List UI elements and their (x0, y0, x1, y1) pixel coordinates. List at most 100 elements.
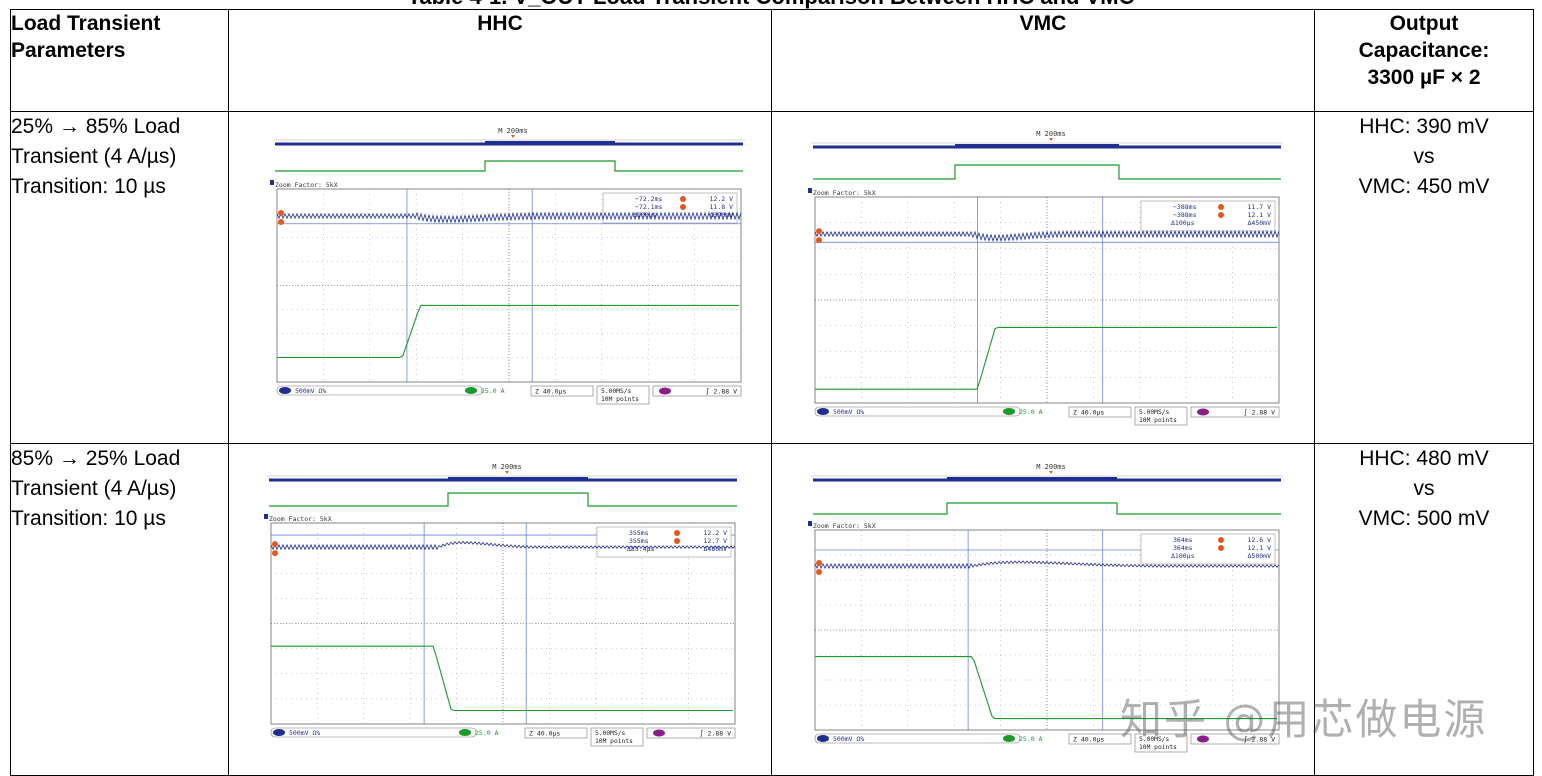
cursor-v1: 12.6 V (1248, 536, 1272, 544)
row1-vmc-cell: M 200ms Zoom Factor: 5kX −388ms −388ms Δ100µ… (771, 111, 1315, 444)
ch1-status (276, 385, 483, 396)
row2-vmc-cell: M 200ms Zoom Factor: 5kX 364ms 364ms Δ100µs 1… (771, 443, 1315, 776)
rate-box (590, 727, 644, 747)
comparison-table: Load Transient Parameters HHC VMC Output… (10, 9, 1534, 776)
cursor-readout (1140, 533, 1276, 565)
record-length: 10M points (1139, 417, 1177, 424)
ch4-scale: 25.0 A (1019, 735, 1043, 743)
ch4-scale: 25.0 A (481, 387, 505, 395)
row2-hhc-result: HHC: 480 mV (1359, 447, 1489, 470)
trigger-box (646, 727, 736, 739)
sample-rate: 5.00MS/s (1139, 736, 1170, 743)
header-cap-line2: Capacitance: (1358, 39, 1490, 62)
cursor-v1: 12.2 V (704, 529, 728, 537)
ch1-level-marker (272, 541, 278, 548)
ch1-badge (279, 387, 291, 394)
cursor-v2: 12.1 V (1248, 211, 1272, 219)
cursor-marker-a (1218, 204, 1224, 210)
rate-box (1134, 406, 1188, 426)
ch1-badge (817, 735, 829, 742)
row1-vs: vs (1413, 145, 1435, 168)
zoom-time-box (530, 385, 594, 397)
header-cap-line1: Output (1389, 12, 1459, 35)
ch4-current-trace (815, 326, 1277, 390)
cursor-v2: 11.8 V (710, 203, 734, 211)
zoom-time: Z 40.0µs (1073, 736, 1104, 744)
cursor-t2: −388ms (1173, 211, 1197, 219)
overview-ch4-trace (813, 502, 1281, 515)
cursor-readout (1140, 200, 1276, 232)
cursor-marker-a (674, 530, 680, 536)
ch1-voltage-trace (276, 211, 742, 224)
ch4-current-trace (815, 656, 1277, 720)
trigger-level: ∫ 2.88 V (1244, 409, 1275, 417)
overview-zoom-window (955, 144, 1119, 148)
header-vmc: VMC (771, 9, 1315, 112)
cursor-readout (596, 526, 732, 558)
ch1-voltage-trace (270, 540, 736, 551)
row2-params: 85% → 25% Load Transient (4 A/µs) Transi… (10, 443, 229, 776)
cursor-t1: 364ms (1173, 536, 1193, 544)
ch1-badge (273, 729, 285, 736)
ch1-scale: 500mV Ω% (833, 735, 864, 743)
trigger-level: ∫ 2.88 V (700, 730, 731, 738)
ch1-scale: 500mV Ω% (295, 387, 326, 395)
trigger-box (1190, 406, 1280, 418)
cursor-dt: Δ85.4µs (627, 545, 654, 553)
ch1-ref-marker (270, 180, 274, 185)
cursor-t1: −72.2ms (635, 195, 662, 203)
row2-hhc-cell: M 200ms Zoom Factor: 5kX 355ms 355ms Δ85.4µs… (228, 443, 772, 776)
timebase-label: M 200ms (1036, 463, 1066, 471)
ch1-level-marker (816, 228, 822, 235)
cursor-marker-b (1218, 545, 1224, 551)
overview-zoom-window (448, 477, 588, 481)
ch4-current-trace (271, 645, 733, 712)
ch1-voltage-trace (814, 229, 1280, 243)
ch1-status (270, 727, 477, 738)
ch1-scale: 500mV Ω% (833, 408, 864, 416)
ch1-ref-marker (808, 521, 812, 526)
header-params-line1: Load Transient (11, 12, 161, 35)
overview-zoom-window (947, 477, 1117, 481)
ch1-level-marker (278, 210, 284, 217)
cursor-marker-b (674, 538, 680, 544)
sample-rate: 5.00MS/s (595, 730, 626, 737)
trigger-marker (505, 471, 509, 474)
ch4-scale: 25.0 A (475, 729, 499, 737)
cursor-t2: −72.1ms (635, 203, 662, 211)
table-row: 25% → 85% Load Transient (4 A/µs) Transi… (10, 111, 1534, 444)
record-length: 10M points (595, 738, 633, 745)
row2-vs: vs (1413, 477, 1435, 500)
zoom-time: Z 40.0µs (1073, 409, 1104, 417)
ch1-ref-marker (264, 514, 268, 519)
zoom-time-box (524, 727, 588, 739)
ch1-level-marker-b (272, 550, 278, 557)
header-params-line2: Parameters (11, 39, 126, 62)
timebase-label: M 200ms (1036, 130, 1066, 138)
row2-param-line3: Transition: 10 µs (11, 507, 166, 530)
row2-result: HHC: 480 mV vs VMC: 500 mV (1314, 443, 1534, 776)
header-params: Load Transient Parameters (10, 9, 229, 112)
cursor-marker-b (1218, 212, 1224, 218)
zoom-factor-label: Zoom Factor: 5kX (269, 515, 332, 523)
cursor-dv: Δ480mV (704, 545, 728, 553)
zoom-time: Z 40.0µs (535, 388, 566, 396)
ch4-badge (1003, 408, 1015, 415)
zoom-time-box (1068, 406, 1132, 418)
cursor-marker-a (1218, 537, 1224, 543)
ch1-level-marker-b (816, 237, 822, 244)
row1-vmc-result: VMC: 450 mV (1358, 175, 1490, 198)
cursor-marker-b (680, 204, 686, 210)
row1-params: 25% → 85% Load Transient (4 A/µs) Transi… (10, 111, 229, 444)
table-caption: Table 4-1. V_OUT Load Transient Comparis… (0, 0, 1542, 8)
row1-result: HHC: 390 mV vs VMC: 450 mV (1314, 111, 1534, 444)
row1-hhc-cell: M 200ms Zoom Factor: 5kX −72.2ms −72.1ms Δ10… (228, 111, 772, 444)
row1-hhc-result: HHC: 390 mV (1359, 115, 1489, 138)
ch1-level-marker-b (278, 219, 284, 226)
sample-rate: 5.00MS/s (1139, 409, 1170, 416)
row2-param-line2: Transient (4 A/µs) (11, 477, 177, 500)
ch1-ref-marker (808, 188, 812, 193)
trigger-box (652, 385, 742, 397)
cursor-t2: 364ms (1173, 544, 1193, 552)
